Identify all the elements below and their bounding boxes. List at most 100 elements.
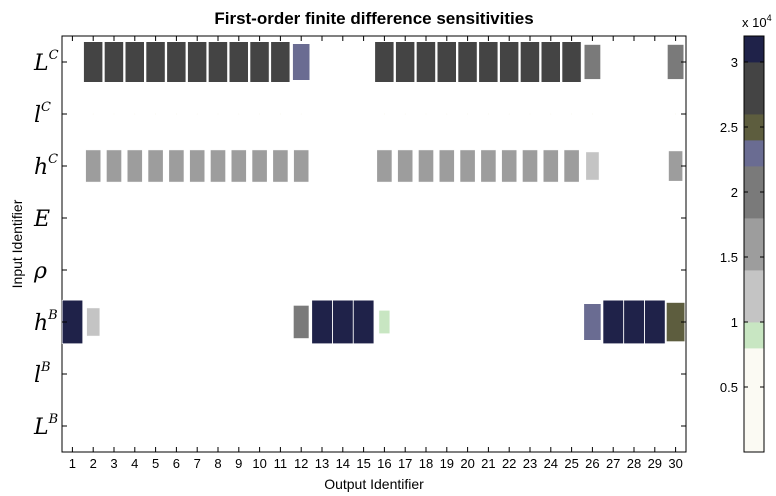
x-tick-label: 30 xyxy=(668,456,682,471)
heatmap-cell xyxy=(623,299,645,345)
heatmap-cell xyxy=(583,44,601,80)
y-axis-label: Input Identifier xyxy=(9,199,25,288)
heatmap-cell xyxy=(668,150,683,182)
heatmap-cell xyxy=(279,112,282,116)
heatmap-cell xyxy=(425,112,427,116)
heatmap-cell xyxy=(457,41,478,83)
heatmap-cell xyxy=(583,303,602,341)
heatmap-cell xyxy=(501,149,518,183)
colorbar-segment xyxy=(744,36,764,63)
x-tick-label: 26 xyxy=(585,456,599,471)
x-tick-label: 8 xyxy=(214,456,221,471)
heatmap-cell xyxy=(217,112,219,116)
heatmap-marks xyxy=(61,41,686,345)
x-tick-label: 5 xyxy=(152,456,159,471)
heatmap-cell xyxy=(570,112,573,116)
colorbar-segment xyxy=(744,270,764,297)
heatmap-cell xyxy=(196,112,199,116)
colorbar-segment xyxy=(744,374,764,401)
y-tick-label: lB xyxy=(34,360,51,388)
heatmap-cell xyxy=(383,112,386,116)
x-tick-label: 2 xyxy=(90,456,97,471)
heatmap-cell xyxy=(83,41,103,83)
y-tick-label: LC xyxy=(33,48,59,76)
heatmap-cell xyxy=(258,112,261,116)
heatmap-cell xyxy=(436,41,457,83)
colorbar-segment xyxy=(744,140,764,167)
x-tick-label: 24 xyxy=(544,456,558,471)
x-tick-label: 22 xyxy=(502,456,516,471)
heatmap-cell xyxy=(499,41,520,83)
colorbar-frame xyxy=(743,35,765,453)
heatmap-cell xyxy=(85,149,102,183)
colorbar-segment xyxy=(744,62,764,89)
x-tick-label: 27 xyxy=(606,456,620,471)
heatmap-cell xyxy=(378,309,391,334)
heatmap-cell xyxy=(133,112,136,116)
x-tick-label: 25 xyxy=(564,456,578,471)
heatmap-cell xyxy=(374,41,395,83)
chart-title: First-order finite difference sensitivit… xyxy=(214,9,533,28)
heatmap-cell xyxy=(189,149,206,183)
colorbar-tick-label: 3 xyxy=(731,55,738,70)
x-tick-label: 23 xyxy=(523,456,537,471)
heatmap-cell xyxy=(445,112,448,116)
heatmap-cell xyxy=(602,299,624,345)
heatmap-cell xyxy=(644,299,666,345)
heatmap-cell xyxy=(168,149,185,183)
heatmap-cell xyxy=(508,112,511,116)
heatmap-cell xyxy=(292,43,311,81)
y-tick-label: lC xyxy=(34,100,51,128)
x-tick-label: 18 xyxy=(419,456,433,471)
heatmap-cell xyxy=(113,112,115,116)
colorbar-segment xyxy=(744,244,764,271)
colorbar-segment xyxy=(744,88,764,115)
y-tick-label: hB xyxy=(34,308,58,336)
heatmap-cell xyxy=(249,41,270,83)
heatmap-cell xyxy=(270,41,291,83)
x-ticks: 1 2 3 4 5 6 7 8 9 10 11 12 13 14 15 16 17 18 19 20 21 22 23 24 2… xyxy=(69,36,683,471)
heatmap-cell xyxy=(418,149,434,183)
heatmap-cell xyxy=(147,149,164,183)
x-tick-label: 28 xyxy=(627,456,641,471)
colorbar-tick-label: 2 xyxy=(731,185,738,200)
colorbar-segment xyxy=(744,348,764,375)
heatmap-cell xyxy=(145,41,166,83)
heatmap-cell xyxy=(208,41,228,83)
heatmap-cell xyxy=(187,41,208,83)
heatmap-cell xyxy=(353,299,375,345)
colorbar-tick-label: 1.5 xyxy=(720,250,738,265)
heatmap-cell xyxy=(251,149,268,183)
heatmap-cell xyxy=(124,41,145,83)
heatmap-cell xyxy=(92,112,95,116)
heatmap-cell xyxy=(487,112,490,116)
y-tick-label: ρ xyxy=(33,259,47,284)
x-tick-label: 21 xyxy=(481,456,495,471)
heatmap-cell xyxy=(540,41,561,83)
heatmap-cell xyxy=(591,112,594,116)
heatmap-cell xyxy=(300,112,303,116)
x-tick-label: 20 xyxy=(460,456,474,471)
x-axis-label: Output Identifier xyxy=(324,476,424,492)
x-tick-label: 29 xyxy=(648,456,662,471)
heatmap-cell xyxy=(459,149,476,183)
x-tick-label: 9 xyxy=(235,456,242,471)
heatmap-cell xyxy=(520,41,540,83)
x-tick-label: 15 xyxy=(356,456,370,471)
x-tick-label: 4 xyxy=(131,456,138,471)
y-tick-label: LB xyxy=(33,412,58,440)
heatmap-cell xyxy=(293,149,310,183)
x-tick-label: 13 xyxy=(315,456,329,471)
colorbar-multiplier: x 104 xyxy=(742,13,772,30)
heatmap-cell xyxy=(542,149,559,183)
y-ticks: LC lC hC Eρ hB lB LB xyxy=(33,48,686,440)
heatmap-cell xyxy=(404,112,407,116)
heatmap-cell xyxy=(104,41,124,83)
colorbar-segment xyxy=(744,322,764,349)
heatmap-cell xyxy=(438,149,455,183)
heatmap-cell xyxy=(293,305,310,339)
heatmap-cell xyxy=(154,112,157,116)
heatmap-cell xyxy=(332,299,354,345)
x-tick-label: 10 xyxy=(252,456,266,471)
